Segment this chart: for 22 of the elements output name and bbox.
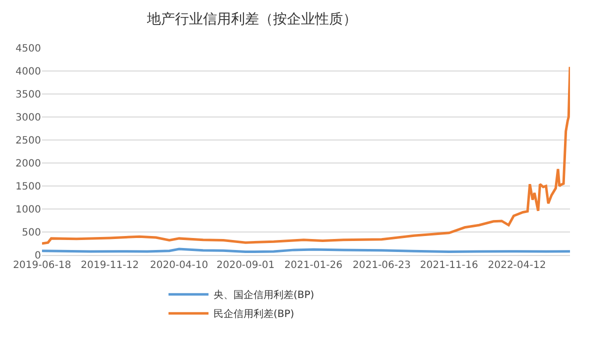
x-tick-label: 2021-01-26 <box>284 260 342 271</box>
y-tick-label: 3000 <box>16 112 41 124</box>
y-tick-label: 3500 <box>16 90 41 100</box>
y-tick-label: 2000 <box>16 158 41 170</box>
legend-label: 民企信用利差(BP) <box>214 308 294 320</box>
legend-label: 央、国企信用利差(BP) <box>214 289 314 302</box>
y-tick-label: 4500 <box>16 44 41 54</box>
y-tick-label: 500 <box>22 228 41 238</box>
y-tick-label: 1000 <box>16 204 41 216</box>
x-tick-label: 2019-06-18 <box>12 260 72 271</box>
x-tick-label: 2021-06-23 <box>352 260 411 271</box>
y-tick-label: 2500 <box>16 136 41 146</box>
y-tick-label: 4000 <box>16 66 41 78</box>
chart-title: 地产行业信用利差（按企业性质） <box>146 11 357 28</box>
x-tick-label: 2020-04-10 <box>150 260 208 271</box>
x-tick-label: 2020-09-01 <box>216 260 275 271</box>
x-tick-label: 2019-11-12 <box>80 260 139 271</box>
x-tick-label: 2022-04-12 <box>488 260 546 271</box>
line-series <box>42 66 570 245</box>
x-tick-label: 2021-11-16 <box>420 260 478 271</box>
y-tick-label: 1500 <box>16 182 41 192</box>
y-tick-label: 0 <box>34 250 41 262</box>
